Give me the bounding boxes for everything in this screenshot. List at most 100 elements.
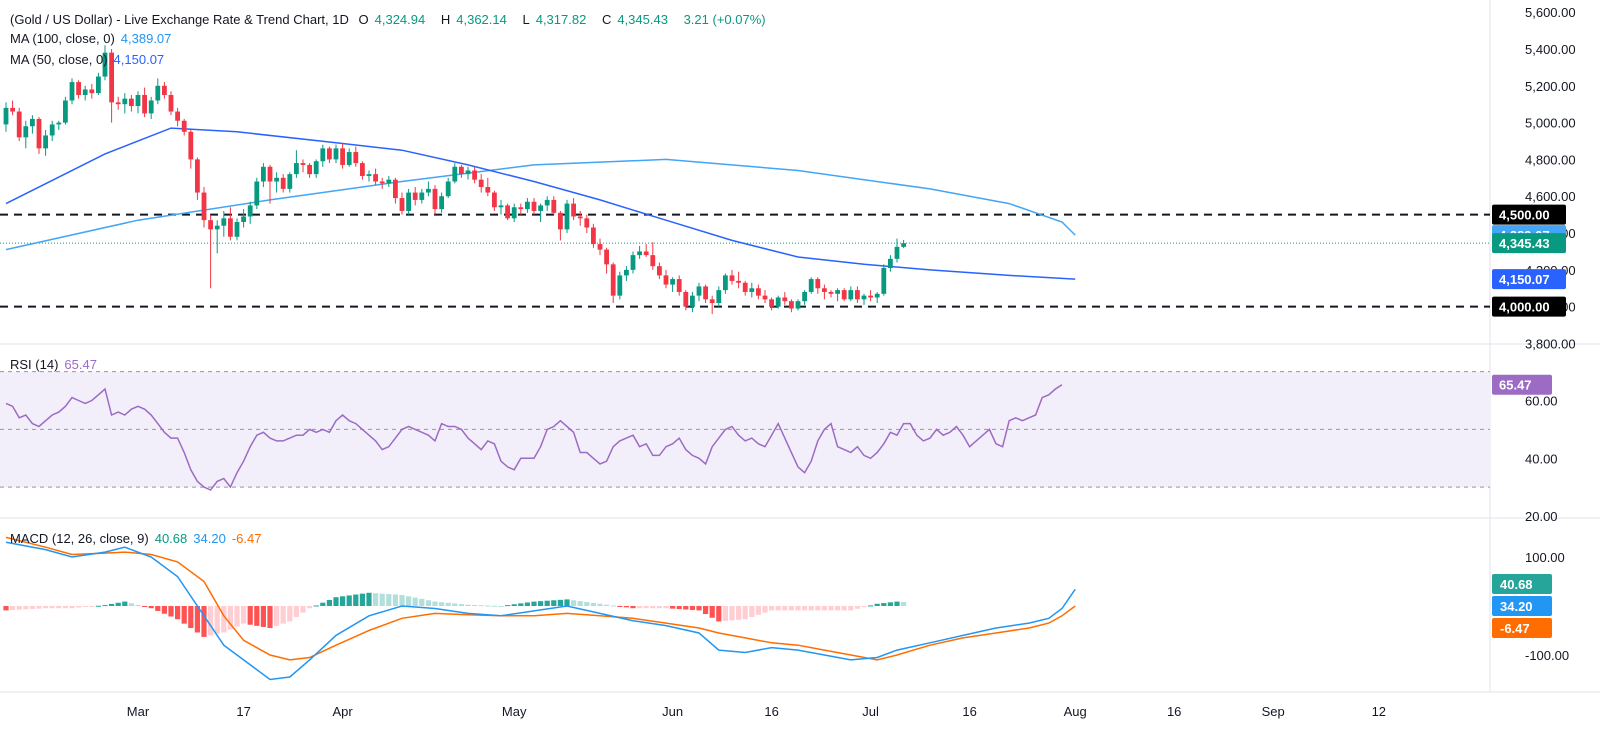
candle: [287, 172, 293, 193]
candle: [756, 284, 761, 300]
rsi-label: RSI (14): [10, 357, 59, 372]
candle: [749, 282, 755, 298]
candle: [10, 100, 15, 116]
candle-body: [162, 85, 167, 95]
candle-body: [485, 187, 491, 193]
candle: [3, 102, 9, 132]
rsi-legend[interactable]: RSI (14) 65.47: [10, 357, 103, 372]
candle-body: [511, 207, 517, 219]
rsi-value: 65.47: [64, 357, 97, 372]
macd-histogram-bar: [373, 593, 379, 606]
macd-histogram-bar: [881, 603, 887, 606]
macd-histogram-bar: [135, 604, 141, 606]
price-badge-label: 4,345.43: [1499, 236, 1550, 251]
macd-histogram-bar: [538, 601, 544, 606]
candle-body: [366, 174, 372, 176]
time-tick-label: Sep: [1262, 704, 1285, 719]
macd-histogram-bar: [755, 606, 761, 615]
candle: [881, 264, 887, 296]
candle-body: [175, 111, 180, 121]
candle: [551, 196, 557, 215]
macd-histogram-bar: [478, 605, 484, 607]
macd-label: MACD (12, 26, close, 9): [10, 531, 149, 546]
macd-histogram-bar: [874, 603, 880, 606]
candle: [188, 129, 194, 169]
macd-histogram-bar: [29, 606, 35, 609]
candle: [531, 198, 537, 215]
candle: [888, 255, 893, 272]
candle: [406, 188, 411, 215]
candle-body: [525, 201, 530, 210]
candle: [762, 290, 768, 304]
macd-histogram-bar: [656, 606, 662, 609]
candle-body: [696, 286, 702, 296]
candle-body: [267, 166, 273, 182]
macd-histogram-bar: [260, 606, 266, 627]
candle-body: [709, 299, 715, 304]
candle: [459, 164, 464, 178]
candle: [56, 120, 62, 130]
main-legend: (Gold / US Dollar) - Live Exchange Rate …: [10, 12, 772, 27]
candle-body: [300, 163, 306, 165]
candle-body: [472, 170, 477, 180]
macd-histogram-bar: [412, 597, 418, 606]
signal-value: 34.20: [193, 531, 226, 546]
candle-body: [234, 222, 240, 237]
candle-body: [49, 124, 55, 136]
price-badge-label: 4,150.07: [1499, 272, 1550, 287]
candle-body: [10, 107, 15, 112]
candle-body: [881, 268, 887, 294]
macd-histogram-bar: [901, 602, 907, 606]
candle: [307, 163, 312, 178]
candle: [96, 72, 101, 95]
macd-histogram-bar: [214, 606, 220, 634]
candle-body: [465, 170, 471, 175]
candle: [69, 78, 75, 105]
time-tick-label: Apr: [332, 704, 353, 719]
candle-body: [769, 299, 774, 307]
macd-histogram-bar: [128, 603, 134, 606]
macd-legend[interactable]: MACD (12, 26, close, 9) 40.68 34.20 -6.47: [10, 531, 267, 546]
macd-signal-line: [5, 536, 1076, 661]
candle-body: [729, 275, 735, 281]
candle-body: [538, 205, 543, 211]
rsi-tick-label: 60.00: [1525, 394, 1558, 409]
candle-body: [109, 52, 114, 103]
candle: [716, 286, 722, 307]
candle: [327, 146, 332, 164]
ma100-legend[interactable]: MA (100, close, 0) 4,389.07: [10, 31, 177, 46]
candle-body: [307, 164, 312, 175]
macd-histogram-bar: [762, 606, 768, 613]
macd-histogram-bar: [637, 606, 643, 609]
macd-histogram-bar: [227, 606, 233, 630]
macd-histogram-bar: [742, 606, 748, 620]
candle: [23, 120, 29, 149]
macd-histogram-bar: [346, 595, 352, 606]
candle-body: [261, 166, 266, 182]
macd-histogram-bar: [775, 606, 781, 611]
ma50-legend[interactable]: MA (50, close, 0) 4,150.07: [10, 52, 170, 67]
macd-histogram-bar: [511, 604, 517, 606]
macd-histogram-bar: [557, 599, 563, 606]
candle-body: [89, 89, 95, 94]
high-label: H: [440, 12, 451, 27]
candle: [736, 271, 741, 289]
candle-body: [756, 288, 761, 296]
macd-histogram-bar: [419, 598, 425, 606]
candle-body: [122, 98, 128, 105]
macd-histogram-bar: [887, 602, 893, 606]
candle: [36, 117, 42, 154]
candle-body: [379, 181, 385, 184]
change-value: 3.21 (+0.07%): [683, 12, 766, 27]
open-value: 4,324.94: [374, 12, 426, 27]
candle: [782, 291, 788, 305]
macd-histogram-bar: [280, 606, 286, 624]
macd-histogram-bar: [795, 606, 801, 611]
macd-histogram-bar: [630, 606, 636, 609]
macd-histogram-bar: [425, 600, 431, 606]
candle-body: [663, 275, 669, 285]
macd-histogram-bar: [643, 606, 649, 609]
macd-histogram-bar: [76, 606, 82, 608]
candle-body: [129, 98, 134, 107]
